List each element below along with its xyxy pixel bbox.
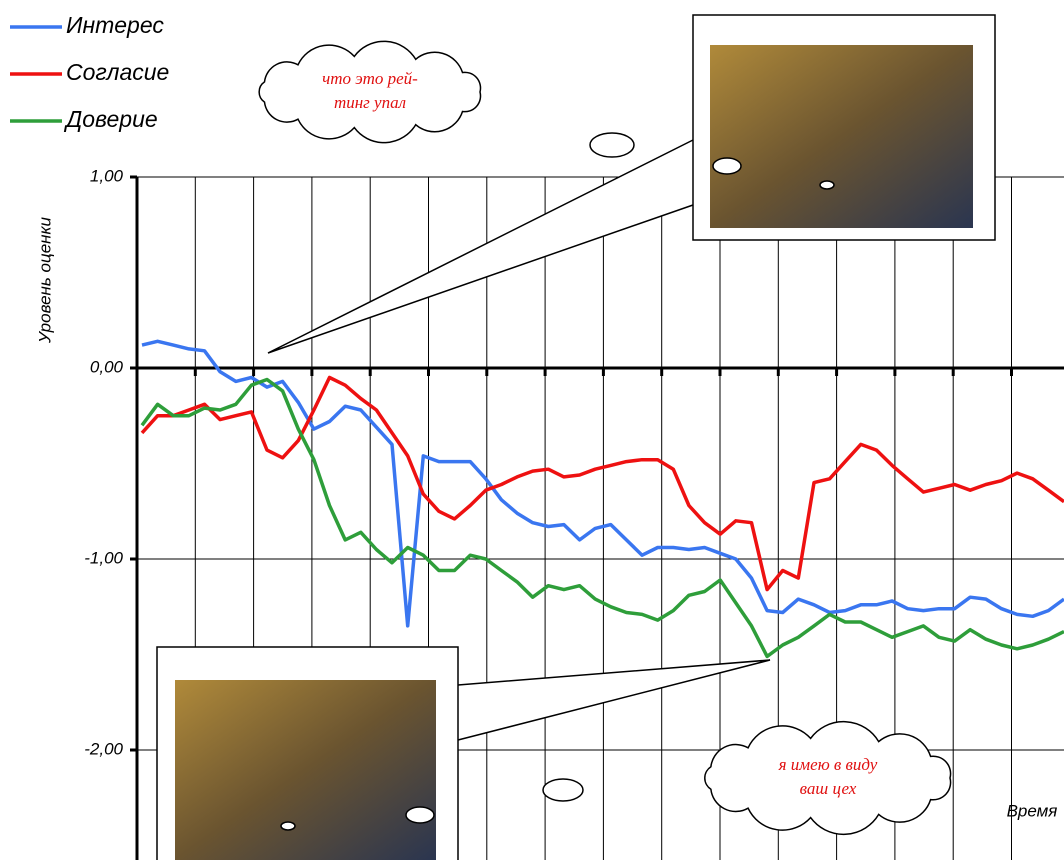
y-axis-label: Уровень оценки xyxy=(35,216,54,344)
callout-pointer xyxy=(457,659,771,741)
photo xyxy=(175,680,436,860)
cloud xyxy=(258,40,482,144)
y-tick-label: 0,00 xyxy=(90,357,124,376)
oval xyxy=(542,778,584,802)
callout-pointer xyxy=(267,139,694,354)
oval xyxy=(712,157,742,175)
cloud xyxy=(704,720,952,836)
y-tick-label: -1,00 xyxy=(84,548,123,567)
oval xyxy=(819,180,835,190)
legend-label: Интерес xyxy=(66,12,164,38)
annotation: тинг упал xyxy=(334,93,406,112)
annotation: я имею в виду xyxy=(778,755,878,774)
annotation: ваш цех xyxy=(800,779,857,798)
series-line xyxy=(141,339,1064,628)
photo xyxy=(710,45,973,228)
y-tick-label: -2,00 xyxy=(84,739,123,758)
series-line xyxy=(140,377,1064,659)
oval xyxy=(405,806,435,824)
annotation: что это рей- xyxy=(322,69,418,88)
legend-label: Согласие xyxy=(66,59,169,85)
oval xyxy=(280,821,296,831)
x-axis-label: Время xyxy=(1007,801,1058,820)
series-line xyxy=(140,375,1064,592)
y-tick-label: 1,00 xyxy=(90,166,124,185)
oval xyxy=(589,132,635,158)
legend-label: Доверие xyxy=(63,106,158,132)
